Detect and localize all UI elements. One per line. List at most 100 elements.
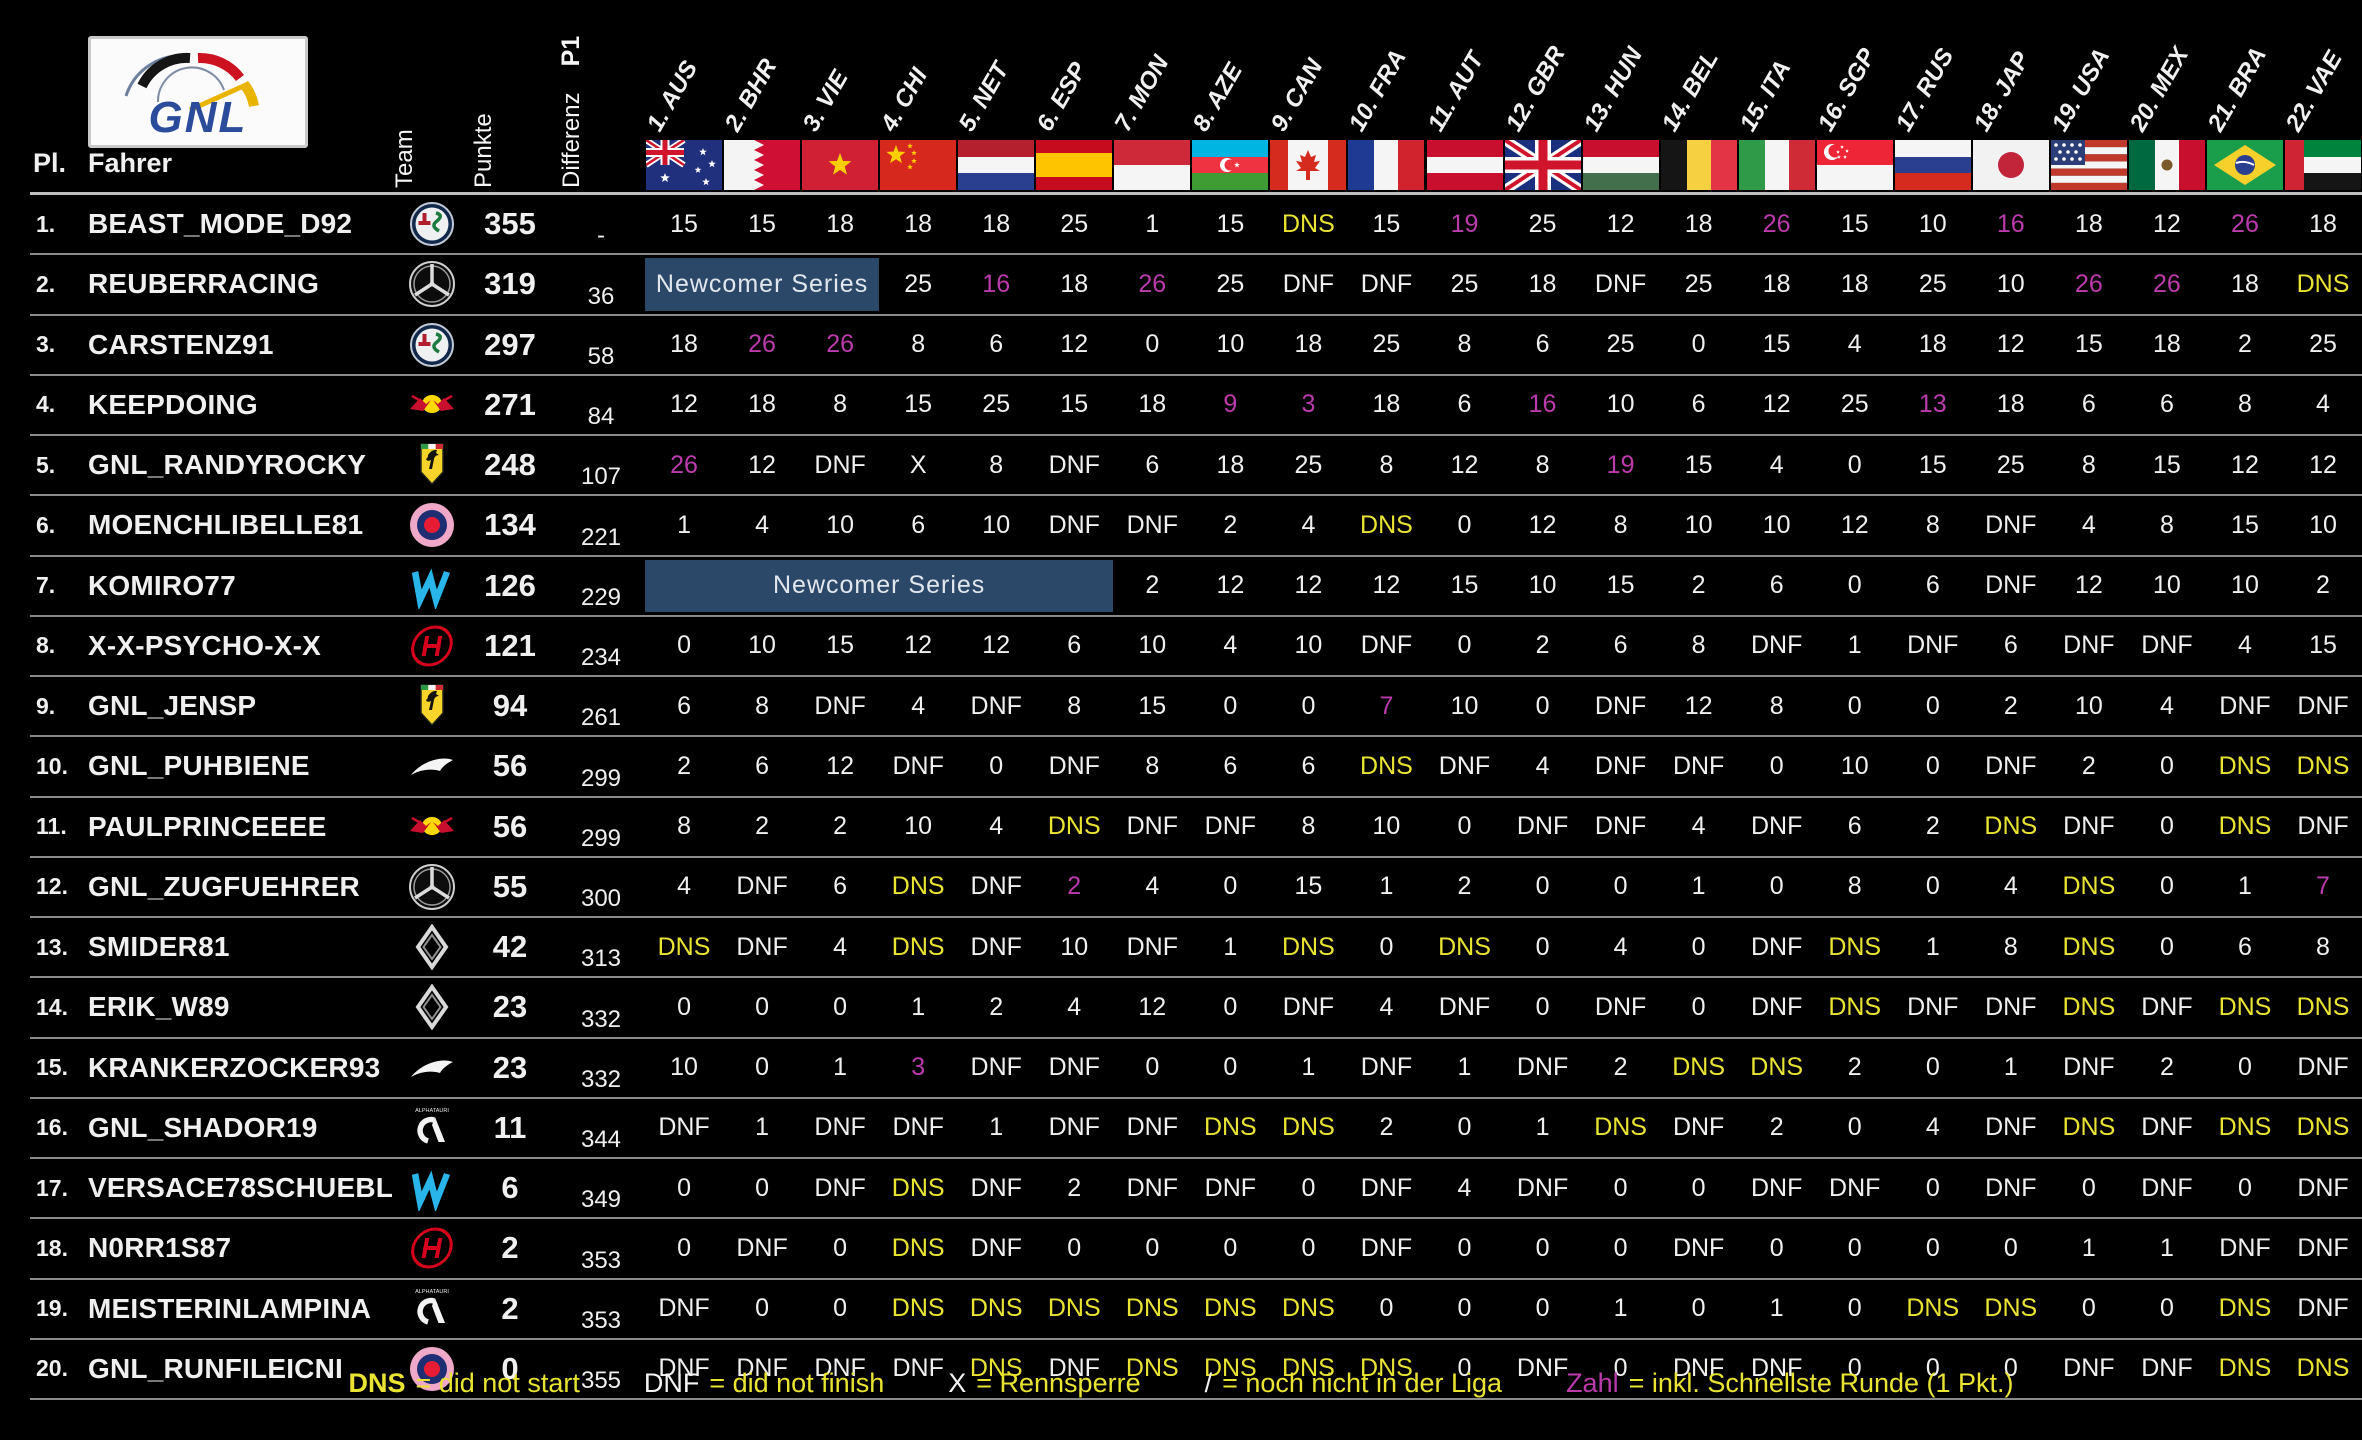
flag-hun-icon — [1582, 140, 1659, 190]
race-header-label: 8. AZE — [1187, 58, 1249, 137]
result-cell: 1 — [1925, 932, 1940, 961]
result-cell: 10 — [1138, 631, 1167, 660]
flag-aze-icon — [1192, 140, 1269, 190]
result-cell: 12 — [2074, 571, 2103, 600]
result-cell: DNS — [2296, 1113, 2350, 1142]
result-cell: 1 — [677, 510, 691, 539]
result-cell: DNF — [1126, 1113, 1178, 1142]
result-cell: 4 — [1145, 872, 1160, 901]
points-cell: 6 — [501, 1170, 519, 1206]
result-cell: 1 — [1223, 932, 1238, 961]
result-cell: DNS — [1360, 510, 1413, 539]
result-cell: 0 — [2003, 1233, 2018, 1262]
result-cell: DNF — [2141, 992, 2193, 1021]
result-cell: 26 — [2074, 269, 2103, 298]
points-cell: 0 — [501, 1350, 519, 1386]
result-cell: 4 — [989, 812, 1004, 841]
result-cell: DNF — [1438, 751, 1491, 780]
newcomer-series-span: Newcomer Series — [645, 559, 1114, 612]
result-cell: DNF — [2297, 691, 2349, 720]
result-cell: 0 — [1379, 1294, 1394, 1323]
result-cell: 12 — [1138, 992, 1167, 1021]
result-cell: DNF — [814, 1354, 866, 1383]
result-cell: DNF — [892, 1354, 944, 1383]
driver-name: ERIK_W89 — [88, 991, 230, 1023]
race-header-label: 17. RUS — [1890, 43, 1960, 136]
result-cell: DNF — [1126, 932, 1178, 961]
result-cell: 8 — [2003, 932, 2018, 961]
result-cell: 0 — [755, 1053, 770, 1082]
result-cell: 10 — [1840, 751, 1869, 780]
result-cell: 0 — [1925, 1173, 1940, 1202]
driver-name: GNL_SHADOR19 — [88, 1111, 318, 1143]
flag-chi-icon — [880, 140, 957, 190]
result-cell: 0 — [833, 1233, 848, 1262]
result-cell: 15 — [1606, 571, 1635, 600]
result-cell: 1 — [755, 1113, 770, 1142]
result-cell: 0 — [2159, 812, 2174, 841]
result-cell: 12 — [1996, 330, 2025, 359]
legend-key: DNS — [348, 1368, 406, 1398]
result-cell: 0 — [1067, 1233, 1082, 1262]
team-logo-roundel — [400, 502, 463, 548]
result-cell: 1 — [833, 1053, 848, 1082]
result-cell: 12 — [982, 631, 1011, 660]
result-cell: 0 — [1925, 1233, 1940, 1262]
result-cell: 19 — [1450, 209, 1479, 238]
result-cell: 10 — [2231, 571, 2259, 600]
flag-vie-icon — [802, 140, 879, 190]
result-cell: 2 — [1145, 571, 1160, 600]
result-cell: 1 — [911, 992, 926, 1021]
flag-net-icon — [958, 140, 1035, 190]
position-cell: 20. — [36, 1355, 68, 1382]
flag-ita-icon — [1738, 140, 1815, 190]
flag-aut-icon — [1426, 140, 1503, 190]
legend-item: Zahl = inkl. Schnellste Runde (1 Pkt.) — [1566, 1368, 2013, 1399]
result-cell: 18 — [1294, 330, 1323, 359]
result-cell: DNF — [814, 1173, 866, 1202]
result-cell: 0 — [1847, 1113, 1862, 1142]
flag-fra-icon — [1348, 140, 1425, 190]
result-cell: 25 — [1216, 269, 1245, 298]
position-cell: 13. — [36, 933, 68, 960]
result-cell: DNF — [736, 872, 788, 901]
result-cell: DNF — [2297, 1053, 2349, 1082]
result-cell: 2 — [2081, 751, 2096, 780]
result-cell: 26 — [670, 450, 698, 479]
driver-name: KEEPDOING — [88, 388, 258, 420]
gap-to-p1-cell: 353 — [580, 1306, 622, 1334]
result-cell: 18 — [1060, 269, 1089, 298]
result-cell: 15 — [1918, 450, 1947, 479]
result-cell: 12 — [2231, 450, 2259, 479]
result-cell: 0 — [677, 631, 691, 660]
points-cell: 56 — [492, 808, 528, 844]
gap-to-p1-cell: 313 — [580, 945, 622, 973]
result-cell: 4 — [2081, 510, 2096, 539]
result-cell: 25 — [1996, 450, 2025, 479]
result-cell: 15 — [2309, 631, 2337, 660]
result-cell: 2 — [1223, 510, 1238, 539]
race-header-label: 19. USA — [2046, 43, 2116, 136]
driver-name: GNL_PUHBIENE — [88, 750, 310, 782]
result-cell: 1 — [1847, 631, 1862, 660]
gap-to-p1-cell: 299 — [580, 764, 622, 792]
legend-text: = did not finish — [709, 1368, 885, 1398]
result-cell: 0 — [989, 751, 1004, 780]
flag-rus-icon — [1894, 140, 1971, 190]
result-cell: 0 — [1925, 751, 1940, 780]
result-cell: 0 — [1925, 1053, 1940, 1082]
result-cell: 6 — [989, 330, 1004, 359]
result-cell: 25 — [1684, 269, 1713, 298]
result-cell: 4 — [1067, 992, 1082, 1021]
result-cell: 0 — [1301, 691, 1316, 720]
race-header-label: 20. MEX — [2124, 42, 2194, 137]
position-cell: 7. — [36, 572, 56, 599]
team-logo-renault — [400, 924, 463, 971]
result-cell: 0 — [1769, 1233, 1784, 1262]
result-cell: 18 — [2309, 209, 2337, 238]
result-cell: DNS — [1282, 932, 1335, 961]
result-cell: 6 — [1847, 812, 1862, 841]
result-cell: 0 — [1769, 751, 1784, 780]
flag-sgp-icon — [1816, 140, 1893, 190]
result-cell: DNF — [1048, 1354, 1100, 1383]
